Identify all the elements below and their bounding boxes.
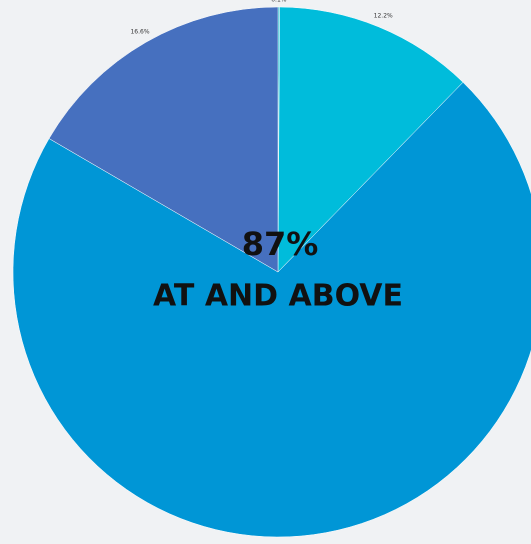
pie-slice (48, 6, 279, 273)
data-label: 12.2% (374, 12, 393, 19)
pie-slice (12, 81, 531, 538)
pie-slice (277, 6, 464, 273)
annotation: AT AND ABOVE (153, 279, 403, 314)
annotation: 87% (242, 225, 319, 263)
data-label: 0.1% (271, 0, 287, 4)
pie (12, 6, 531, 538)
data-label: 16.6% (130, 28, 149, 35)
